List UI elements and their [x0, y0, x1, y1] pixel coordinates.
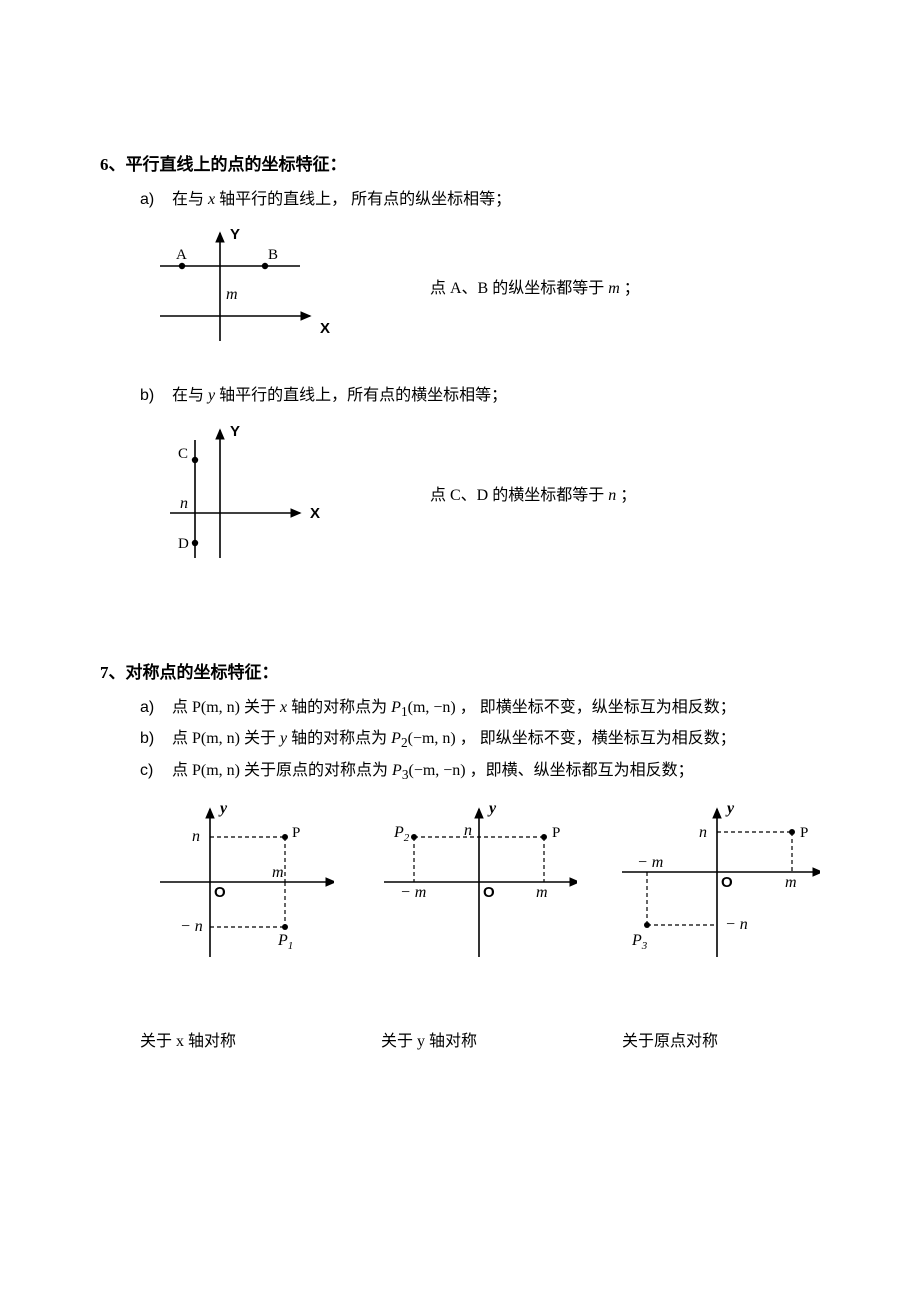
s7c-symargs: (−m, −n)	[408, 762, 465, 779]
figure-6b: C D n Y X	[140, 418, 330, 568]
fig6b-cap-post: ；	[616, 487, 636, 504]
figure-sym-y: P P2 n m − m O y X	[364, 797, 577, 967]
s6b-pre: 在与	[172, 387, 208, 404]
f2-O: O	[483, 884, 495, 901]
s7a-mid2: 轴的对称点为	[287, 699, 391, 716]
s7c-pre: 点 P	[172, 762, 201, 779]
f1-nn: − n	[180, 918, 203, 935]
s7c-mid: 关于原点的对称点为	[240, 762, 392, 779]
f1-P1: P1	[277, 932, 293, 952]
figure-6b-row: C D n Y X 点 C、D 的横坐标都等于 n ；	[140, 418, 820, 568]
s7b-args: (m, n)	[201, 730, 240, 747]
label-C: C	[178, 446, 188, 462]
s7a-sub: 1	[401, 704, 408, 719]
section6-a: a) 在与 x 轴平行的直线上， 所有点的纵坐标相等；	[140, 185, 820, 215]
section7-b: b) 点 P(m, n) 关于 y 轴的对称点为 P2(−m, n) ， 即纵坐…	[140, 724, 820, 756]
section7-c: c) 点 P(m, n) 关于原点的对称点为 P3(−m, −n) ，即横、纵坐…	[140, 756, 820, 788]
s7a-sym: P	[391, 699, 401, 716]
bullet-7b: b)	[140, 724, 168, 754]
cap-sym-y: 关于 y 轴对称	[381, 1027, 477, 1051]
s7b-tail: ， 即纵坐标不变，横坐标互为相反数；	[456, 730, 736, 747]
f2-m: m	[536, 884, 548, 901]
s7a-args: (m, n)	[201, 699, 240, 716]
bullet-7a: a)	[140, 693, 168, 723]
f3-P3: P3	[631, 932, 648, 952]
s7c-tail: ，即横、纵坐标都互为相反数；	[466, 762, 694, 779]
f3-nn: − n	[725, 916, 748, 933]
f3-O: O	[721, 874, 733, 891]
label-Y2: Y	[230, 423, 240, 440]
page: 6、平行直线上的点的坐标特征： a) 在与 x 轴平行的直线上， 所有点的纵坐标…	[0, 0, 920, 1302]
section6-heading: 6、平行直线上的点的坐标特征：	[100, 150, 820, 175]
s7b-pre: 点 P	[172, 730, 201, 747]
s7a-mid: 关于	[240, 699, 280, 716]
bullet-a: a)	[140, 185, 168, 215]
section7-a: a) 点 P(m, n) 关于 x 轴的对称点为 P1(m, −n) ， 即横坐…	[140, 693, 820, 725]
cap-sym-x: 关于 x 轴对称	[140, 1027, 236, 1051]
s7c-sym: P	[392, 762, 402, 779]
bullet-b: b)	[140, 381, 168, 411]
label-X2: X	[310, 505, 320, 522]
figure-sym-origin: P P3 n − n m − m O y X	[607, 797, 820, 967]
s6a-pre: 在与	[172, 191, 208, 208]
label-D: D	[178, 536, 189, 552]
s7c-args: (m, n)	[201, 762, 240, 779]
f1-n: n	[192, 828, 200, 845]
fig6b-caption: 点 C、D 的横坐标都等于 n ；	[430, 481, 636, 505]
f3-P: P	[800, 825, 808, 841]
fig6a-cap-post: ；	[620, 280, 640, 297]
fig6b-cap-pre: 点 C、D 的横坐标都等于	[430, 487, 608, 504]
figure-6a-row: A B m Y X 点 A、B 的纵坐标都等于 m ；	[140, 221, 820, 351]
f1-m: m	[272, 864, 284, 881]
f2-n: n	[464, 822, 472, 839]
f2-nm: − m	[400, 884, 426, 901]
cap-sym-origin: 关于原点对称	[622, 1027, 718, 1051]
figure-6a: A B m Y X	[140, 221, 330, 351]
s7a-tail: ， 即横坐标不变，纵坐标互为相反数；	[456, 699, 736, 716]
s7b-symargs: (−m, n)	[408, 730, 456, 747]
s7a-pre: 点 P	[172, 699, 201, 716]
label-B: B	[268, 247, 278, 263]
symmetry-figures: P P1 n − n m O y X P P2 n m − m O y X	[140, 797, 820, 967]
section6-b: b) 在与 y 轴平行的直线上，所有点的横坐标相等；	[140, 381, 820, 411]
f2-P2: P2	[393, 824, 410, 844]
f3-n: n	[699, 824, 707, 841]
f1-y: y	[218, 800, 228, 817]
f2-P: P	[552, 825, 560, 841]
bullet-7c: c)	[140, 756, 168, 786]
s7b-mid2: 轴的对称点为	[287, 730, 391, 747]
fig6a-caption: 点 A、B 的纵坐标都等于 m ；	[430, 274, 640, 298]
f3-y: y	[725, 800, 735, 817]
f3-m: m	[785, 874, 797, 891]
symmetry-captions: 关于 x 轴对称 关于 y 轴对称 关于原点对称	[140, 1027, 820, 1051]
f1-O: O	[214, 884, 226, 901]
label-n: n	[180, 495, 188, 512]
s7b-mid: 关于	[240, 730, 280, 747]
f2-y: y	[487, 800, 497, 817]
fig6a-cap-pre: 点 A、B 的纵坐标都等于	[430, 280, 608, 297]
s7b-sub: 2	[401, 735, 408, 750]
f1-P: P	[292, 825, 300, 841]
section7-heading: 7、对称点的坐标特征：	[100, 658, 820, 683]
label-Y: Y	[230, 226, 240, 243]
s7b-sym: P	[391, 730, 401, 747]
figure-sym-x: P P1 n − n m O y X	[140, 797, 334, 967]
label-X: X	[320, 320, 330, 337]
f3-nm: − m	[637, 854, 663, 871]
s6a-post: 轴平行的直线上， 所有点的纵坐标相等；	[215, 191, 511, 208]
label-m: m	[226, 286, 238, 303]
label-A: A	[176, 247, 187, 263]
fig6a-cap-var: m	[608, 280, 620, 297]
s7a-symargs: (m, −n)	[408, 699, 456, 716]
s6b-post: 轴平行的直线上，所有点的横坐标相等；	[215, 387, 507, 404]
